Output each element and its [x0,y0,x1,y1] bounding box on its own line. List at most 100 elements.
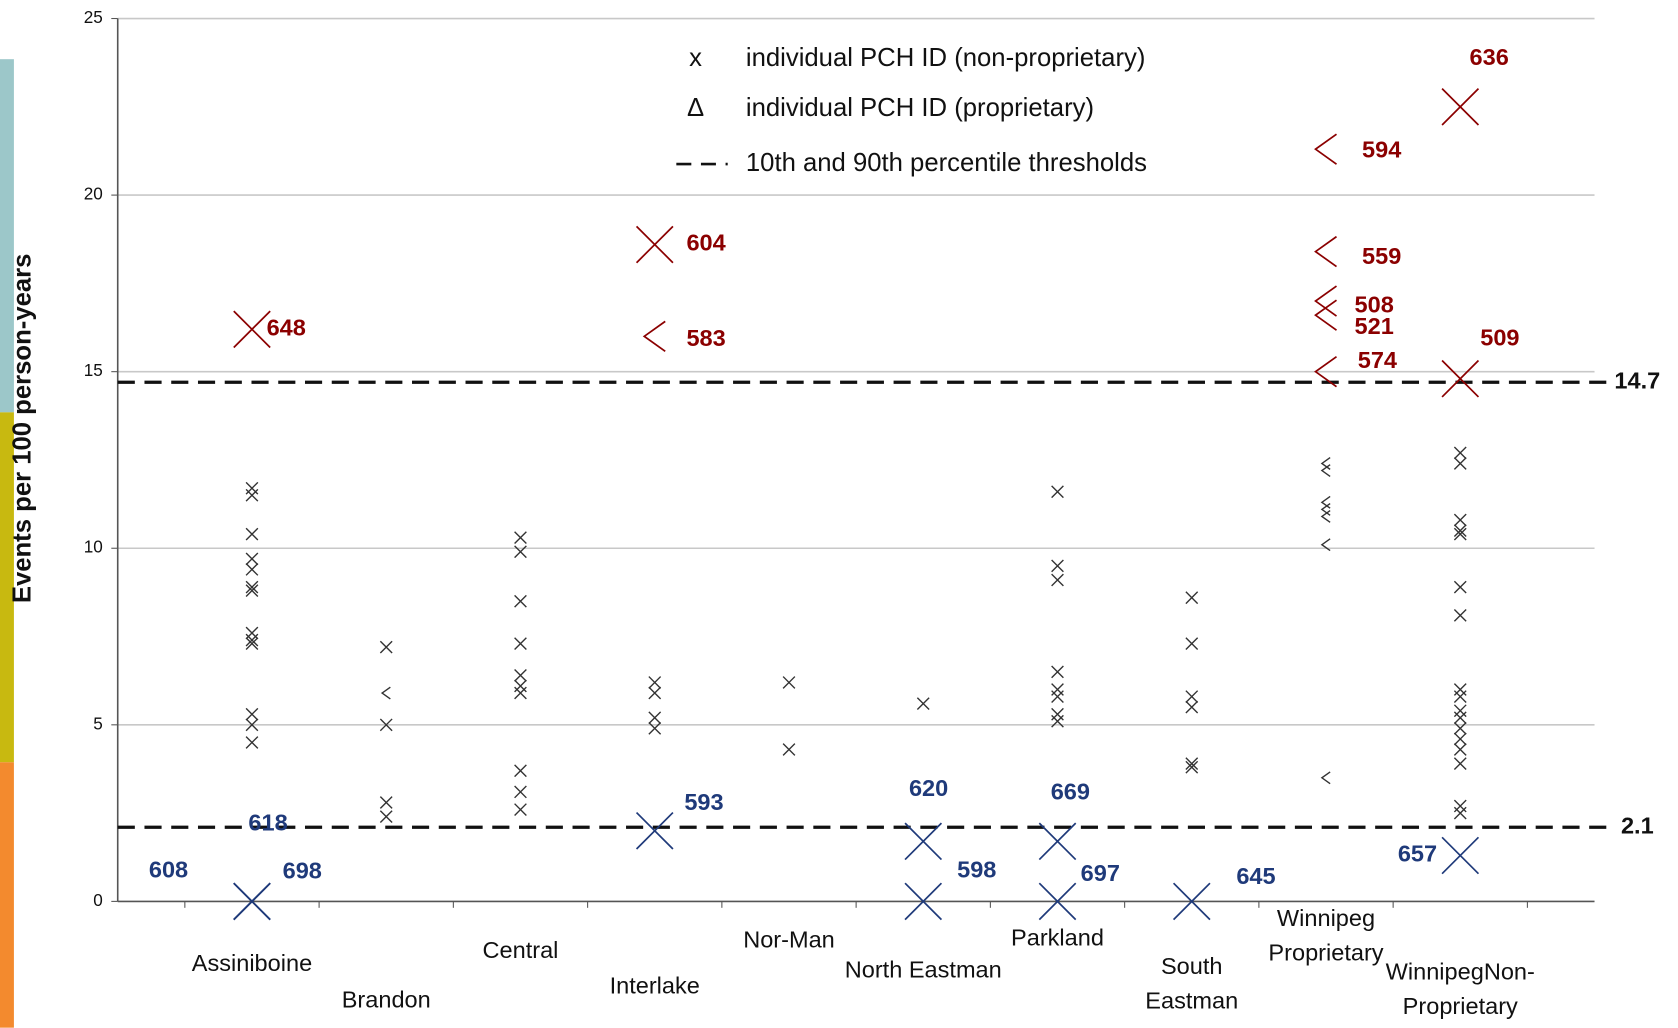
outlier-point [642,320,666,353]
x-tick-label: Brandon [341,985,431,1013]
data-point [1453,704,1467,718]
data-point [782,743,796,756]
data-point [245,707,259,721]
x-tick-label-box: WinnipegNon-Proprietary [1385,958,1535,1020]
side-strip [0,59,14,413]
data-point [1185,690,1199,703]
y-tick-label: 25 [84,8,103,27]
data-point [1453,457,1467,470]
data-point [648,711,662,725]
data-point [514,637,527,650]
outlier-label: 508 [1355,292,1394,318]
data-point [245,584,259,598]
outlier-label: 648 [267,315,306,341]
x-tick-label: North Eastman [844,955,1002,983]
data-point [514,594,527,608]
data-point [1453,690,1467,703]
x-tick-label-box: South Eastman [1145,953,1238,1014]
x-tick-label-box: North Eastman [844,955,1002,983]
x-tick-label: Winnipeg Proprietary [1268,904,1384,966]
outlier-label: 698 [283,858,322,884]
y-tick-label: 0 [93,891,103,910]
outlier-label: 608 [149,857,188,883]
data-point [514,531,527,545]
outlier-point [233,882,271,921]
outlier-label: 598 [957,857,996,883]
data-point [1453,732,1467,746]
outlier-point [1441,359,1480,398]
outlier-point [1314,299,1338,331]
data-point [1051,665,1064,679]
data-point [379,810,393,824]
data-point [379,640,393,654]
data-point [1051,683,1064,696]
outlier-point [635,811,674,850]
data-point [245,718,259,732]
data-point [1051,690,1064,703]
outlier-point [1441,88,1480,126]
data-point [245,481,259,495]
x-tick-label-box: Central [482,936,559,964]
data-point [514,764,527,778]
x-tick-label: WinnipegNon-Proprietary [1385,958,1535,1020]
data-point [245,488,259,502]
data-point [1453,711,1467,725]
data-point [245,527,259,541]
x-tick-label: Nor-Man [743,926,835,953]
outlier-point [1172,882,1211,921]
legend-symbol: x [689,44,702,72]
data-point [1453,524,1467,537]
x-tick-label-box: Parkland [1011,924,1104,951]
legend-label: individual PCH ID (proprietary) [746,94,1094,122]
outlier-point [1314,355,1338,388]
data-point [1453,757,1467,771]
outlier-label: 636 [1470,44,1509,70]
data-point [245,552,259,566]
outlier-point [1441,836,1480,875]
data-point [1051,714,1064,728]
x-tick-label: Assiniboine [191,949,313,977]
data-point [1320,510,1331,523]
outlier-label: 657 [1398,841,1437,867]
x-tick-label: Central [482,936,559,964]
outlier-label: 594 [1362,137,1401,163]
data-point [514,669,527,682]
x-tick-label: Interlake [609,972,700,999]
y-tick-label: 15 [84,361,103,380]
y-tick-label: 20 [84,185,103,204]
data-point [1051,485,1064,499]
outlier-point [1314,133,1338,165]
data-point [782,676,796,689]
outlier-point [904,882,943,921]
y-tick-label: 5 [93,714,103,733]
x-tick-label-box: Winnipeg Proprietary [1268,904,1384,966]
data-point [1453,580,1467,594]
data-point [514,686,527,700]
data-point [1185,700,1199,714]
data-point [1185,757,1199,771]
data-point [1185,591,1199,605]
data-point [648,686,662,700]
outlier-label: 509 [1480,324,1519,350]
x-tick-label-box: Nor-Man [743,926,835,953]
y-axis-label: Events per 100 person-years [8,254,36,604]
outlier-label: 618 [248,810,287,836]
data-point [380,686,391,700]
data-point [1185,637,1199,650]
data-point [1453,799,1467,813]
data-point [1320,464,1331,478]
outlier-point [635,225,674,264]
data-point [245,637,259,650]
data-point [1051,707,1064,721]
data-point [916,697,930,711]
x-tick-label-box: Brandon [341,985,431,1013]
outlier-point [1038,882,1077,921]
data-point [514,545,527,559]
data-point [514,785,527,799]
outlier-label: 521 [1355,313,1394,339]
data-point [1453,446,1467,460]
outlier-label: 583 [686,325,725,351]
data-point [379,796,393,809]
data-point [245,633,259,647]
y-tick-label: 10 [84,538,103,557]
